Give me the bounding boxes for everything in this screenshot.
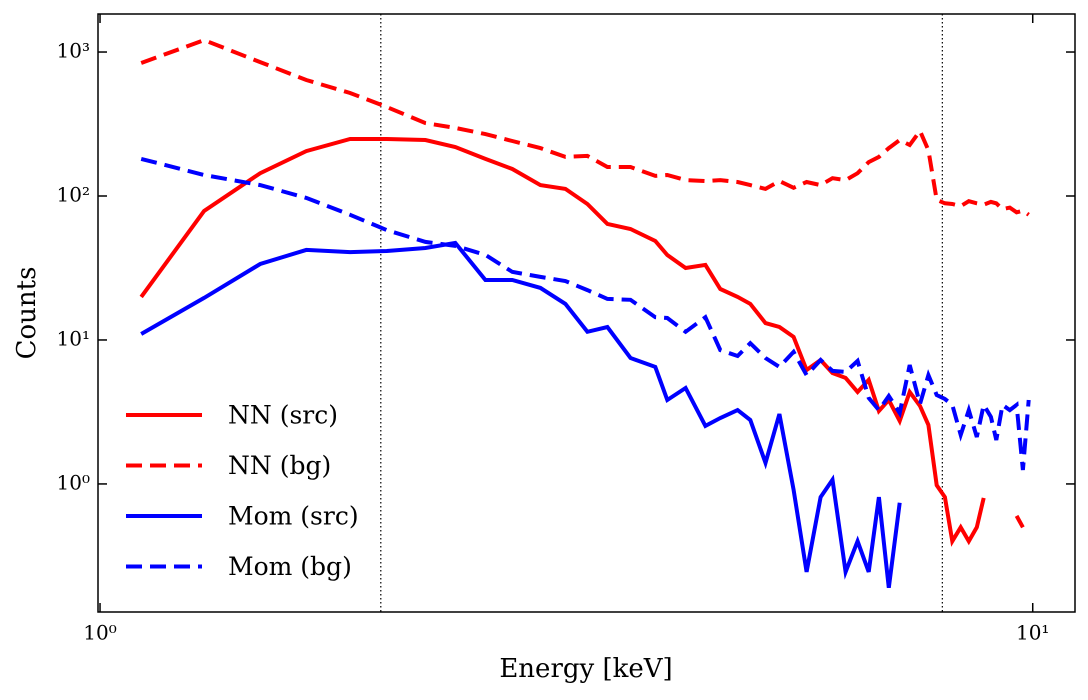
legend-label: Mom (src) <box>228 502 359 531</box>
y-tick-label: 10³ <box>57 39 90 63</box>
y-tick-label: 10¹ <box>57 326 90 350</box>
series-line <box>139 137 1025 547</box>
y-axis-label: Counts <box>12 267 42 360</box>
x-axis-label: Energy [keV] <box>499 654 672 684</box>
legend-label: NN (bg) <box>228 451 331 480</box>
x-tick-label: 10¹ <box>1016 621 1049 645</box>
legend-label: Mom (bg) <box>228 552 352 581</box>
y-tick-label: 10⁰ <box>57 470 90 494</box>
series-line <box>140 156 1031 471</box>
plot-frame <box>97 13 1076 613</box>
y-tick-label: 10² <box>57 182 90 206</box>
x-tick-label: 10⁰ <box>83 621 116 645</box>
legend-label: NN (src) <box>228 401 338 430</box>
series-line <box>140 37 1030 217</box>
